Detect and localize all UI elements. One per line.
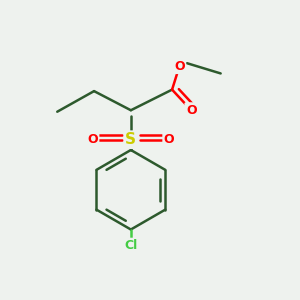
Text: O: O <box>174 60 185 73</box>
Text: O: O <box>87 133 98 146</box>
Text: O: O <box>186 104 196 117</box>
Text: S: S <box>125 132 136 147</box>
Text: O: O <box>164 133 175 146</box>
Text: Cl: Cl <box>124 239 137 252</box>
